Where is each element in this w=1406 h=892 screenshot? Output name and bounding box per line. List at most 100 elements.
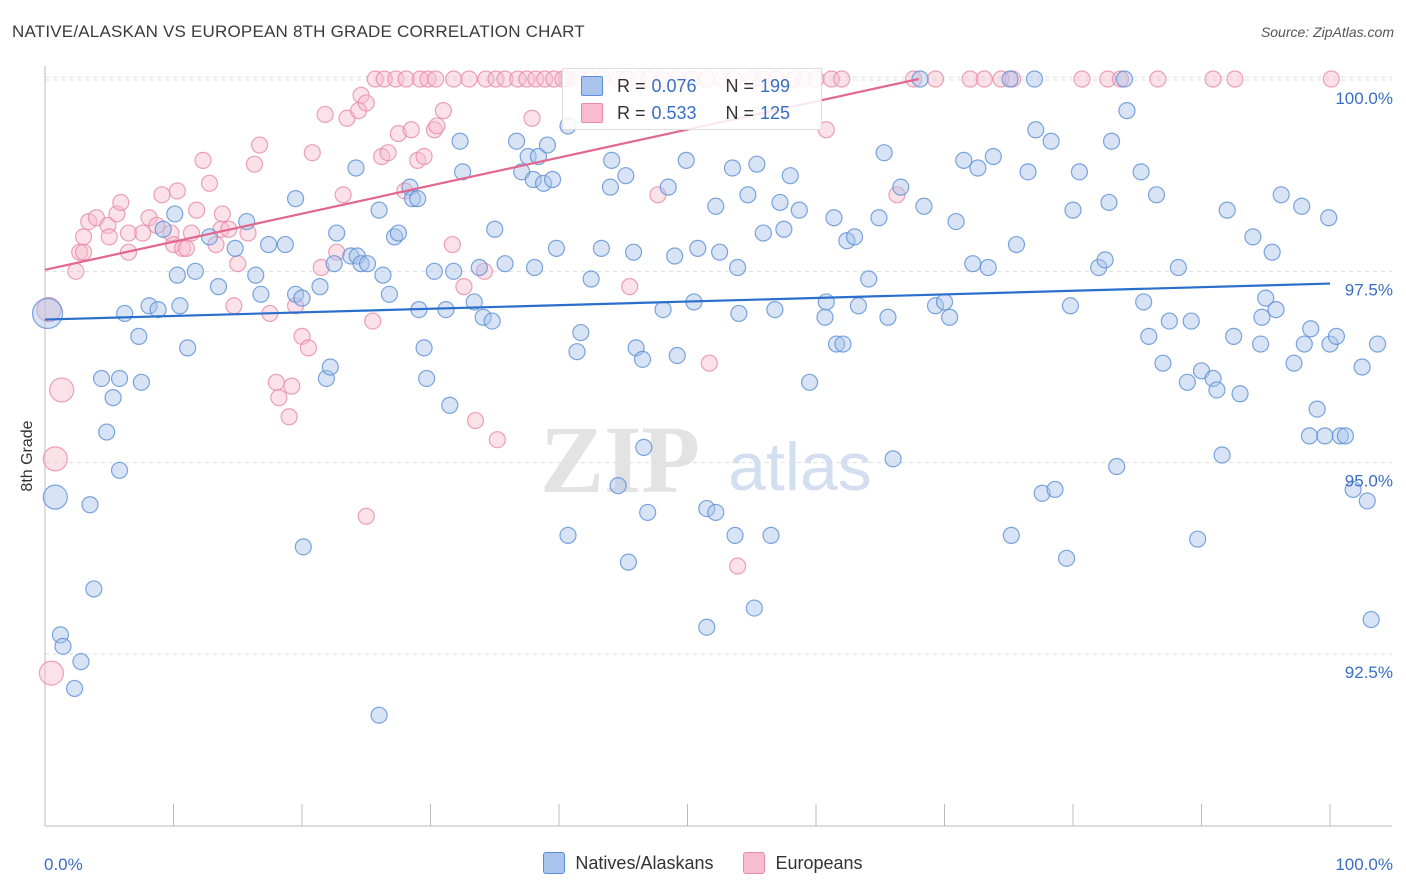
data-point-natives	[1231, 385, 1249, 403]
data-point-natives	[1252, 335, 1270, 353]
data-point-europeans	[74, 228, 93, 246]
data-point-natives	[926, 297, 945, 315]
data-point-natives	[781, 167, 799, 185]
data-point-natives	[1344, 480, 1362, 499]
data-point-natives	[370, 706, 388, 724]
data-point-natives	[609, 477, 627, 495]
data-point-europeans	[229, 255, 247, 273]
data-point-europeans	[488, 431, 506, 449]
data-point-natives	[677, 151, 695, 169]
data-point-natives	[698, 618, 716, 636]
data-point-natives	[425, 262, 443, 280]
data-point-natives	[54, 637, 72, 655]
data-point-natives	[1057, 549, 1076, 567]
data-point-natives	[149, 301, 167, 319]
data-point-europeans	[1204, 70, 1222, 88]
data-point-natives	[800, 373, 819, 391]
data-point-natives	[941, 308, 959, 326]
data-point-europeans	[283, 377, 301, 395]
legend-item-europeans[interactable]: Europeans	[743, 852, 863, 874]
data-point-natives	[321, 358, 339, 376]
legend-label-natives: Natives/Alaskans	[575, 852, 714, 873]
data-point-natives	[790, 201, 808, 219]
data-point-natives	[276, 235, 294, 254]
data-point-natives	[200, 228, 219, 246]
data-point-europeans	[496, 70, 514, 88]
data-point-natives	[1189, 530, 1207, 548]
data-point-natives	[209, 278, 228, 296]
data-point-natives	[166, 205, 184, 223]
data-point-europeans	[455, 278, 473, 296]
data-point-europeans	[153, 186, 171, 204]
axis-labels: 92.5% 95.0% 97.5% 100.0% 0.0% 100.0% 8th Grade	[19, 89, 1393, 874]
data-point-europeans	[926, 70, 945, 88]
data-point-natives	[42, 484, 68, 510]
data-point-natives	[1033, 484, 1051, 502]
data-point-natives	[617, 167, 635, 185]
data-point-natives	[726, 526, 744, 544]
data-point-natives	[328, 224, 346, 242]
data-point-natives	[969, 159, 987, 177]
data-point-europeans	[67, 262, 85, 280]
data-point-natives	[1061, 297, 1080, 315]
data-point-natives	[668, 346, 686, 365]
data-point-natives	[739, 186, 757, 204]
data-point-natives	[1208, 381, 1226, 399]
x-tick-label: 100.0%	[1335, 855, 1393, 874]
legend-swatch-natives	[581, 76, 603, 96]
data-point-europeans	[49, 377, 75, 403]
data-point-europeans	[487, 70, 505, 88]
data-point-europeans	[509, 70, 527, 88]
data-point-natives	[325, 255, 343, 273]
data-point-natives	[892, 178, 910, 196]
data-point-europeans	[119, 224, 138, 242]
data-point-natives	[1108, 457, 1126, 476]
data-point-natives	[1140, 327, 1158, 345]
data-point-natives	[1154, 354, 1172, 372]
data-point-europeans	[466, 411, 485, 430]
data-point-natives	[259, 235, 278, 254]
data-point-europeans	[402, 121, 420, 139]
data-point-europeans	[1099, 70, 1117, 88]
data-point-europeans	[357, 507, 375, 525]
data-point-natives	[92, 369, 111, 388]
data-point-europeans	[299, 339, 318, 357]
data-point-natives	[311, 278, 329, 296]
y-tick-label: 100.0%	[1335, 89, 1393, 108]
data-point-europeans	[833, 70, 851, 88]
data-point-europeans	[357, 94, 375, 112]
data-point-europeans	[1073, 70, 1091, 88]
legend-item-natives[interactable]: Natives/Alaskans	[543, 852, 713, 874]
data-point-natives	[226, 239, 244, 257]
data-point-natives	[347, 159, 365, 177]
data-point-natives	[1042, 132, 1060, 150]
legend-n-label: N =	[725, 102, 755, 123]
data-point-europeans	[177, 239, 195, 257]
data-point-natives	[689, 239, 707, 257]
data-point-natives	[179, 339, 197, 357]
data-point-natives	[827, 335, 846, 353]
data-point-natives	[370, 201, 388, 219]
y-axis-label: 8th Grade	[19, 420, 36, 491]
data-point-europeans	[200, 174, 219, 192]
data-point-natives	[524, 170, 542, 189]
y-tick-label: 92.5%	[1345, 663, 1393, 682]
data-point-natives	[845, 228, 864, 246]
data-point-natives	[98, 423, 116, 441]
data-point-natives	[389, 224, 407, 242]
data-point-natives	[1293, 197, 1311, 215]
data-point-natives	[1115, 70, 1134, 88]
data-point-europeans	[518, 70, 536, 88]
data-point-natives	[465, 293, 483, 311]
data-point-natives	[1007, 235, 1026, 254]
data-point-natives	[1263, 243, 1281, 261]
data-point-natives	[984, 147, 1002, 166]
data-point-natives	[1070, 163, 1089, 181]
data-point-natives	[1169, 258, 1187, 277]
legend-row-europeans: R = 0.533 N = 125	[581, 101, 790, 125]
data-point-natives	[543, 170, 562, 189]
data-point-natives	[707, 503, 725, 522]
data-point-natives	[418, 369, 436, 388]
data-point-europeans	[536, 70, 554, 88]
data-point-europeans	[334, 186, 352, 204]
